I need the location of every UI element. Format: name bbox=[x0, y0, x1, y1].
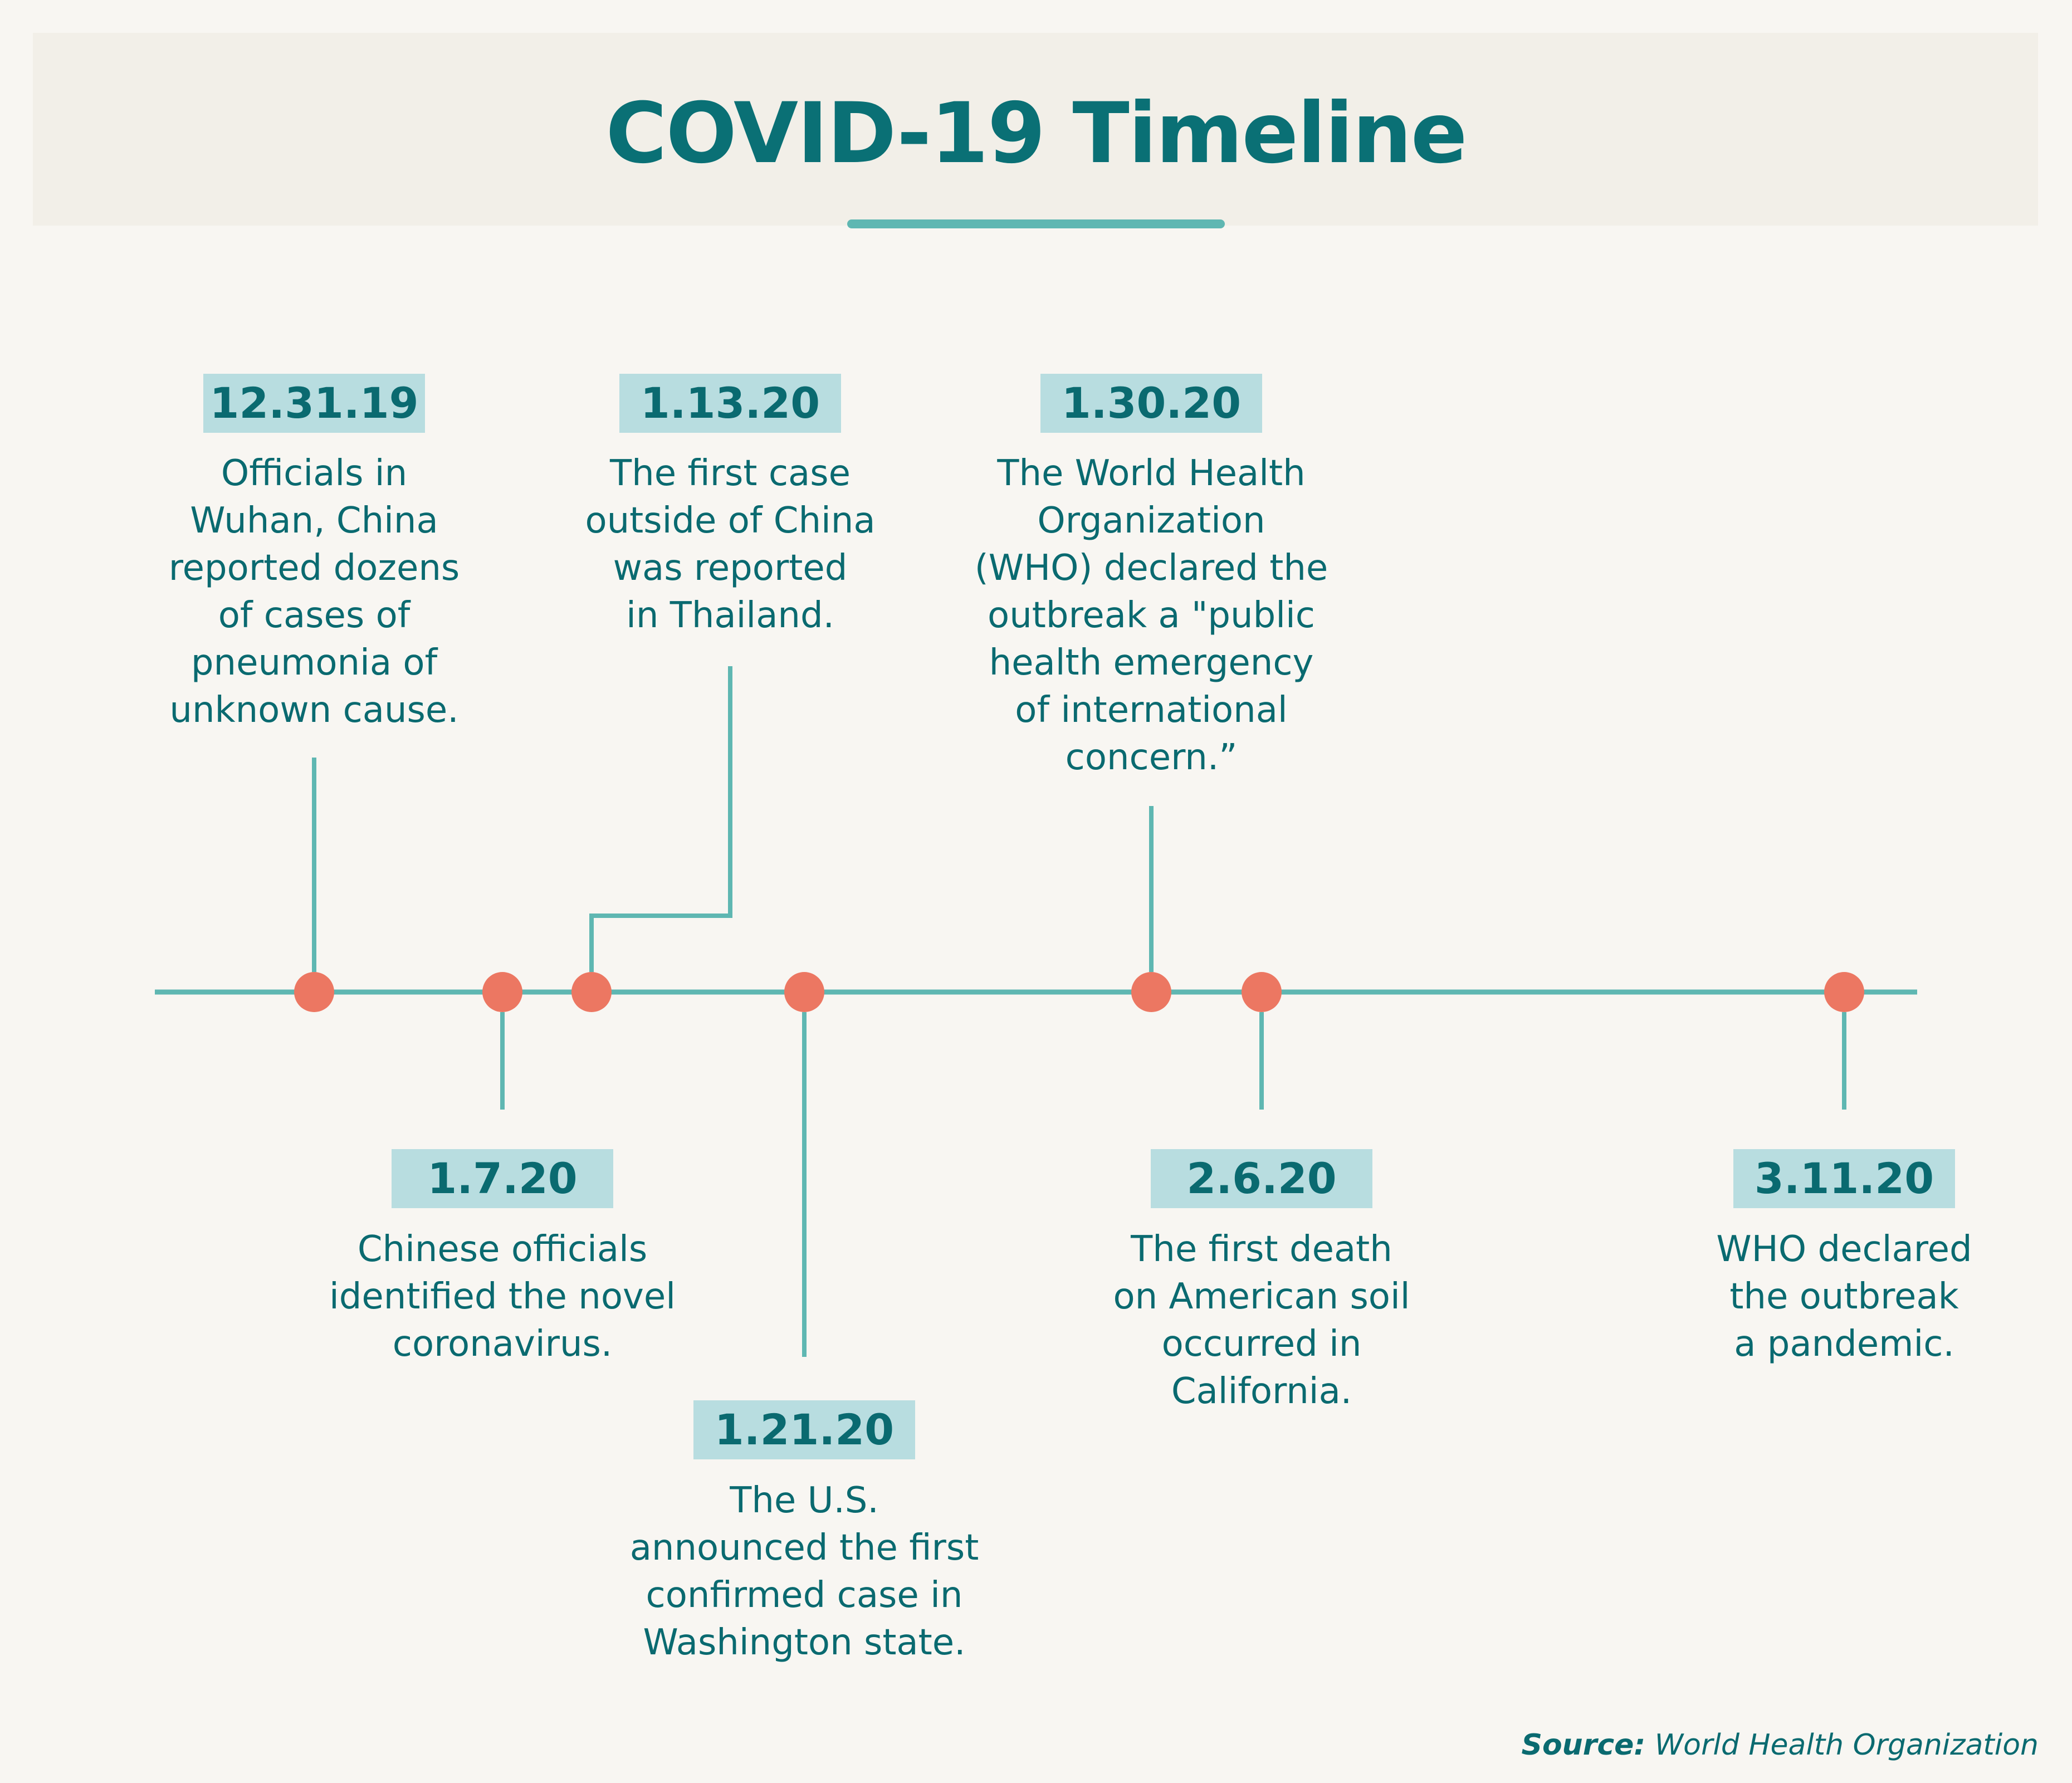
event-date-badge: 3.11.20 bbox=[1733, 1149, 1955, 1208]
event-date-badge: 1.30.20 bbox=[1040, 374, 1262, 433]
title-underline bbox=[847, 219, 1225, 228]
page-title: COVID-19 Timeline bbox=[605, 85, 1467, 182]
event-description: WHO declared the outbreak a pandemic. bbox=[1716, 1229, 1972, 1365]
event-dot-3-11-20 bbox=[1824, 972, 1864, 1012]
event-description: Chinese officials identified the novel c… bbox=[329, 1229, 676, 1365]
event-date-badge: 1.21.20 bbox=[693, 1400, 915, 1459]
event-date-badge: 2.6.20 bbox=[1151, 1149, 1372, 1208]
event-description: The first death on American soil occurre… bbox=[1113, 1229, 1410, 1412]
event-dot-12-31-19 bbox=[294, 972, 334, 1012]
event-description: The first case outside of China was repo… bbox=[585, 453, 876, 636]
event-dot-1-21-20 bbox=[784, 972, 824, 1012]
event-dot-1-13-20 bbox=[571, 972, 612, 1012]
event-description: Officials in Wuhan, China reported dozen… bbox=[168, 453, 460, 731]
event-description: The World Health Organization (WHO) decl… bbox=[974, 453, 1328, 778]
connector-1-13-20 bbox=[589, 666, 732, 972]
event-dot-2-6-20 bbox=[1242, 972, 1282, 1012]
source-note: Source: World Health Organization bbox=[1522, 1726, 2039, 1765]
event-date-badge: 1.7.20 bbox=[392, 1149, 613, 1208]
source-text: World Health Organization bbox=[1654, 1728, 2039, 1762]
event-date-badge: 1.13.20 bbox=[619, 374, 841, 433]
event-date-badge: 12.31.19 bbox=[203, 374, 425, 433]
event-dot-1-30-20 bbox=[1131, 972, 1171, 1012]
event-description: The U.S. announced the first confirmed c… bbox=[629, 1480, 979, 1663]
header-band bbox=[33, 33, 2038, 226]
event-dot-1-7-20 bbox=[482, 972, 522, 1012]
source-label: Source: bbox=[1521, 1728, 1646, 1762]
